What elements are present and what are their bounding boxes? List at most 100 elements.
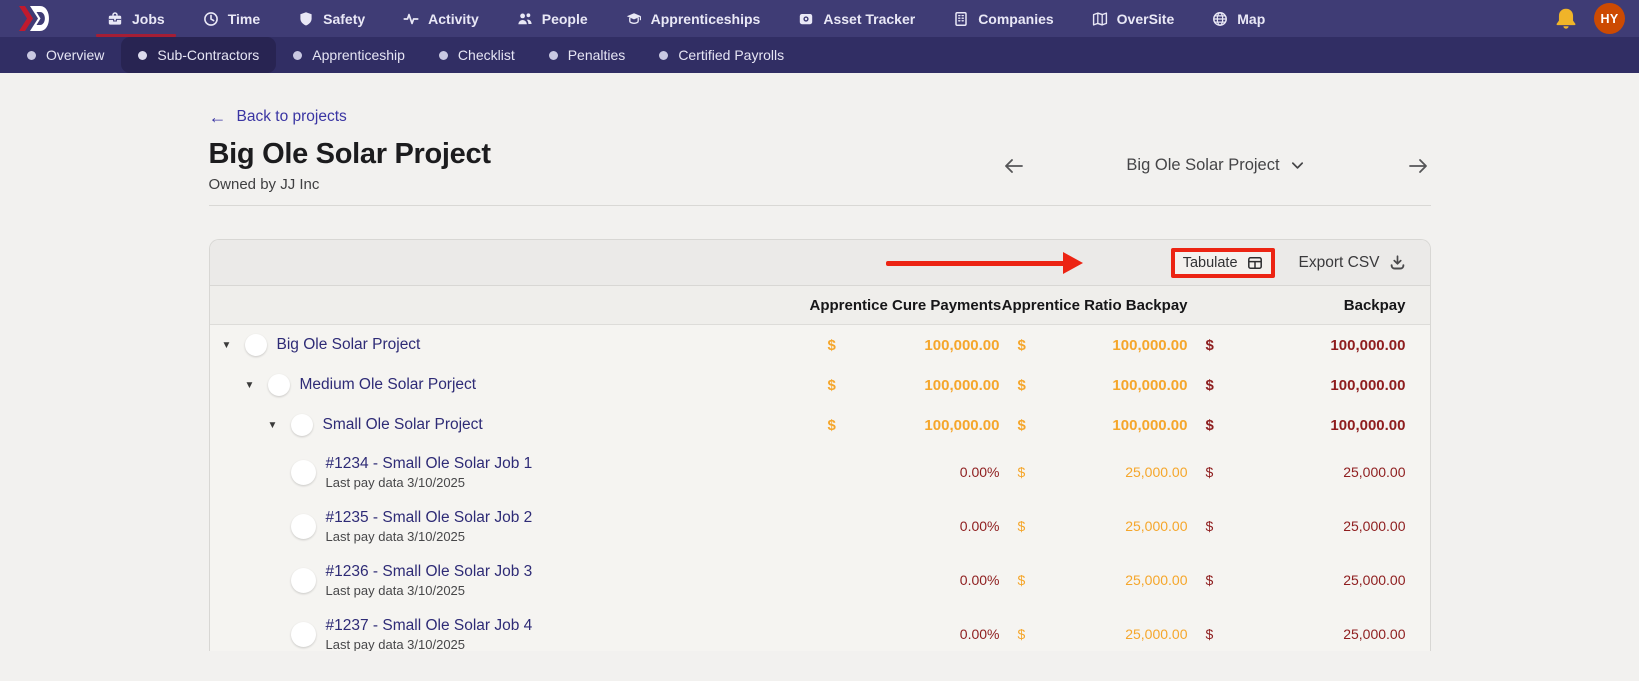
nav-item-activity[interactable]: Activity — [384, 0, 498, 37]
row-last-pay-date: Last pay data 3/10/2025 — [325, 474, 466, 490]
back-to-projects-link[interactable]: ← Back to projects — [209, 108, 347, 126]
avatar-circle — [244, 334, 267, 356]
subnav-item-penalties[interactable]: Penalties — [532, 37, 643, 73]
bullet-icon — [27, 50, 36, 60]
row-name-link[interactable]: Medium Ole Solar Porject — [299, 376, 477, 393]
subnav-item-label: Certified Payrolls — [678, 47, 785, 63]
nav-item-safety[interactable]: Safety — [279, 0, 384, 37]
notifications-bell-icon[interactable] — [1554, 7, 1578, 31]
project-dropdown[interactable]: Big Ole Solar Project — [1126, 156, 1304, 175]
subnav-item-label: Overview — [46, 47, 105, 63]
tree-text: #1236 - Small Ole Solar Job 3 Last pay da… — [326, 563, 533, 598]
row-name-link[interactable]: #1235 - Small Ole Solar Job 2 — [325, 508, 533, 526]
cell-value: 100,000.00 — [1112, 416, 1188, 434]
tree-cell: #1234 - Small Ole Solar Job 1 Last pay da… — [222, 455, 810, 490]
nav-item-map[interactable]: Map — [1193, 0, 1284, 37]
nav-item-companies[interactable]: Companies — [934, 0, 1072, 37]
nav-item-label: Safety — [323, 10, 366, 27]
nav-item-label: Jobs — [132, 10, 165, 27]
cell-value: 100,000.00 — [924, 336, 1000, 354]
export-csv-label: Export CSV — [1298, 253, 1380, 271]
subnav-item-checklist[interactable]: Checklist — [422, 37, 532, 73]
map-icon — [1092, 11, 1107, 26]
row-name-link[interactable]: Big Ole Solar Project — [276, 336, 421, 353]
expand-toggle-icon[interactable]: ▼ — [221, 339, 232, 351]
cell-value: 100,000.00 — [1330, 416, 1406, 434]
row-name-link[interactable]: #1237 - Small Ole Solar Job 4 — [325, 616, 533, 634]
subnav-item-label: Sub-Contractors — [157, 47, 260, 63]
nav-item-label: Asset Tracker — [823, 10, 916, 27]
primary-nav: Jobs Time Safety Activity People Apprenticesh… — [0, 0, 1639, 37]
currency-symbol: $ — [1205, 416, 1214, 434]
avatar-circle — [290, 513, 316, 539]
export-csv-button[interactable]: Export CSV — [1299, 254, 1406, 272]
currency-symbol: $ — [827, 336, 836, 354]
previous-project-arrow-icon[interactable] — [1001, 153, 1027, 179]
download-icon — [1390, 255, 1404, 270]
nav-item-oversite[interactable]: OverSite — [1073, 0, 1194, 37]
nav-item-apprenticeships[interactable]: Apprenticeships — [607, 0, 780, 37]
currency-symbol: $ — [1017, 336, 1026, 354]
table-column-headers: Apprentice Cure Payments Apprentice Rati… — [209, 286, 1430, 325]
cell-value: 0.00% — [959, 572, 1000, 588]
money-cell: $25,000.00 — [1000, 518, 1188, 534]
money-cell: $25,000.00 — [1188, 464, 1406, 480]
currency-symbol: $ — [1205, 518, 1214, 534]
table-row: #1237 - Small Ole Solar Job 4 Last pay da… — [210, 607, 1430, 651]
table-row: ▼ Big Ole Solar Project $100,000.00 $100,00… — [210, 325, 1430, 365]
tabulate-label: Tabulate — [1182, 254, 1238, 271]
money-cell: $100,000.00 — [810, 377, 1000, 394]
money-cell: 0.00% — [810, 572, 1000, 588]
app-logo-icon[interactable] — [18, 5, 58, 32]
row-name-link[interactable]: Small Ole Solar Project — [322, 416, 483, 433]
tree-text: #1235 - Small Ole Solar Job 2 Last pay da… — [326, 509, 533, 544]
people-icon — [518, 12, 532, 24]
back-link-label: Back to projects — [236, 108, 347, 125]
user-avatar[interactable]: HY — [1594, 3, 1625, 34]
tree-text: Big Ole Solar Project — [277, 336, 421, 354]
column-header-ratio-backpay: Apprentice Ratio Backpay — [1001, 296, 1188, 314]
avatar-circle — [267, 374, 290, 396]
currency-symbol: $ — [827, 416, 836, 434]
money-cell: $100,000.00 — [1188, 377, 1406, 394]
expand-toggle-icon[interactable]: ▼ — [267, 419, 278, 431]
nav-item-people[interactable]: People — [498, 0, 607, 37]
subnav-item-sub-contractors[interactable]: Sub-Contractors — [121, 37, 277, 73]
currency-symbol: $ — [1017, 626, 1026, 642]
cell-value: 0.00% — [959, 626, 1000, 642]
subnav-item-label: Checklist — [457, 47, 515, 63]
avatar-circle — [290, 459, 316, 485]
row-name-link[interactable]: #1234 - Small Ole Solar Job 1 — [325, 454, 533, 472]
activity-icon — [403, 13, 419, 24]
money-cell: $25,000.00 — [1000, 464, 1188, 480]
next-project-arrow-icon[interactable] — [1405, 153, 1431, 179]
building-icon — [955, 11, 967, 26]
expand-toggle-icon[interactable]: ▼ — [244, 379, 255, 391]
money-cell: $25,000.00 — [1000, 626, 1188, 642]
currency-symbol: $ — [1017, 518, 1026, 534]
chevron-down-icon — [1291, 162, 1303, 169]
tabulate-button[interactable]: Tabulate — [1183, 255, 1263, 271]
cell-value: 25,000.00 — [1125, 464, 1188, 480]
subnav-item-certified-payrolls[interactable]: Certified Payrolls — [642, 37, 801, 73]
bullet-icon — [293, 50, 303, 60]
currency-symbol: $ — [1017, 416, 1026, 434]
cell-value: 25,000.00 — [1343, 572, 1406, 588]
nav-item-label: OverSite — [1116, 10, 1175, 27]
table-row: #1234 - Small Ole Solar Job 1 Last pay da… — [210, 445, 1430, 499]
main-content: ← Back to projects Big Ole Solar Project… — [208, 73, 1431, 651]
subnav-item-apprenticeship[interactable]: Apprenticeship — [276, 37, 422, 73]
subnav-item-overview[interactable]: Overview — [10, 37, 121, 73]
nav-item-asset-tracker[interactable]: Asset Tracker — [779, 0, 934, 37]
nav-item-label: People — [541, 10, 588, 27]
nav-item-jobs[interactable]: Jobs — [88, 0, 184, 37]
project-dropdown-value: Big Ole Solar Project — [1126, 156, 1280, 174]
money-cell: $25,000.00 — [1188, 518, 1406, 534]
nav-item-time[interactable]: Time — [184, 0, 279, 37]
row-last-pay-date: Last pay data 3/10/2025 — [325, 582, 466, 598]
cell-value: 100,000.00 — [1330, 376, 1406, 394]
row-name-link[interactable]: #1236 - Small Ole Solar Job 3 — [325, 562, 533, 580]
cell-value: 100,000.00 — [924, 416, 1000, 434]
tree-cell: ▼ Small Ole Solar Project — [222, 414, 810, 436]
annotation-arrowhead — [1062, 252, 1083, 274]
